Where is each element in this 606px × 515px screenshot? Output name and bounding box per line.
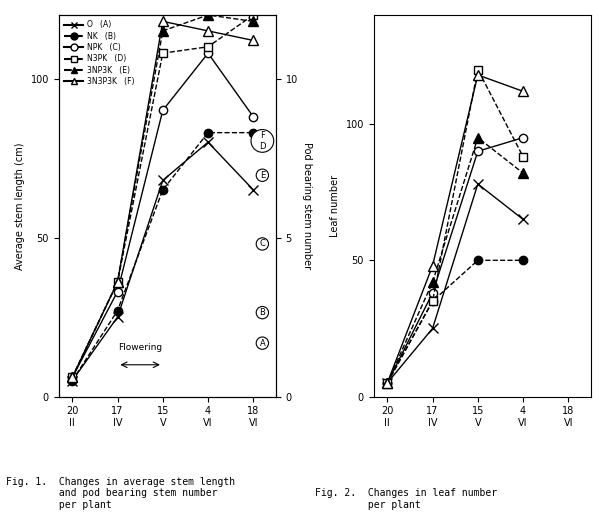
Text: E: E <box>260 171 265 180</box>
Text: C: C <box>259 239 265 248</box>
Y-axis label: Average stem length (cm): Average stem length (cm) <box>15 142 25 269</box>
Y-axis label: Leaf number: Leaf number <box>330 175 340 237</box>
Text: A: A <box>259 339 265 348</box>
Text: B: B <box>259 308 265 317</box>
Text: Fig. 1.  Changes in average stem length
         and pod bearing stem number
   : Fig. 1. Changes in average stem length a… <box>6 477 235 510</box>
Text: F
D: F D <box>259 131 265 150</box>
Text: Flowering: Flowering <box>118 343 162 352</box>
Legend: O   (A), NK   (B), NPK   (C), N3PK   (D), 3NP3K   (E), 3N3P3K   (F): O (A), NK (B), NPK (C), N3PK (D), 3NP3K … <box>62 19 136 88</box>
Text: Fig. 2.  Changes in leaf number
         per plant: Fig. 2. Changes in leaf number per plant <box>315 488 498 510</box>
Y-axis label: Pod bearing stem number: Pod bearing stem number <box>302 142 312 269</box>
